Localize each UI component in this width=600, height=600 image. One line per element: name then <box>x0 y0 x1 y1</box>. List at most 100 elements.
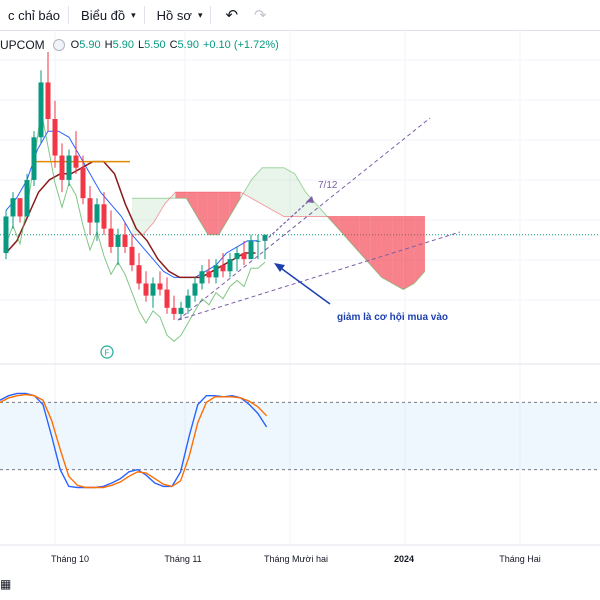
toolbar-divider <box>68 6 70 24</box>
bearish-cloud <box>403 216 415 290</box>
chart-menu-button[interactable]: Biểu đồ ▾ <box>69 0 144 30</box>
close-value: 5.90 <box>177 39 199 51</box>
candle-body <box>17 198 23 217</box>
candle-body <box>101 204 107 229</box>
callout-arrowhead-icon <box>274 263 285 272</box>
change-value: +0.10 (+1.72%) <box>202 39 279 51</box>
candle-body <box>171 307 177 314</box>
flag-marker-label: F <box>105 349 110 358</box>
candle-body <box>115 234 121 247</box>
candle-body <box>31 137 37 180</box>
candle-body <box>185 295 191 308</box>
x-tick-label: Tháng 11 <box>164 554 201 564</box>
ohlc-legend: UPCOM O 5.90 H 5.90 L 5.50 C 5.90 +0.10 (+1.… <box>0 38 279 52</box>
candle-body <box>122 234 128 247</box>
candle-body <box>157 283 163 290</box>
candle-body <box>129 246 135 266</box>
bearish-cloud <box>207 192 219 235</box>
candles <box>3 52 268 320</box>
trend-line-upper <box>177 117 431 321</box>
indicator-lines <box>5 109 266 342</box>
high-value: 5.90 <box>112 39 135 51</box>
bearish-cloud <box>175 192 187 199</box>
bearish-cloud <box>218 192 230 235</box>
annotation-date: 7/12 <box>318 180 338 191</box>
annotation-note: giảm là cơ hội mua vào <box>337 312 448 323</box>
stoch-d-line <box>0 393 268 489</box>
low-key: L <box>138 39 145 51</box>
candle-body <box>234 253 240 260</box>
toolbar-divider <box>210 6 212 24</box>
senkou-span-b-line <box>132 191 425 236</box>
undo-icon: ↶ <box>225 7 239 24</box>
candle-body <box>38 82 44 138</box>
profile-menu-button[interactable]: Hồ sơ ▾ <box>145 0 211 30</box>
bearish-cloud <box>229 192 241 217</box>
trend-line-lower <box>177 231 461 321</box>
bearish-cloud <box>186 192 198 217</box>
open-value: 5.90 <box>79 39 101 51</box>
candle-body <box>10 198 16 217</box>
callout-arrow <box>277 265 331 305</box>
candle-body <box>220 265 226 272</box>
x-tick-label: Tháng 10 <box>51 554 89 564</box>
bullish-cloud <box>142 198 154 235</box>
bullish-cloud <box>273 167 284 217</box>
bearish-cloud <box>359 216 371 266</box>
bearish-cloud <box>381 216 393 284</box>
projection-arrowhead-icon <box>306 196 314 203</box>
undo-button[interactable]: ↶ <box>211 0 246 30</box>
candle-body <box>227 259 233 272</box>
chikou-span-line <box>5 109 266 342</box>
candle-body <box>80 167 86 199</box>
candle-body <box>213 265 219 278</box>
candle-body <box>94 204 100 223</box>
bullish-cloud <box>305 192 317 217</box>
symbol-label[interactable]: UPCOM <box>0 38 45 52</box>
candle-body <box>24 179 30 217</box>
calendar-icon[interactable]: ▦ <box>0 577 12 591</box>
close-key: C <box>169 39 178 51</box>
indicators-button[interactable]: c chỉ báo <box>0 0 68 30</box>
bearish-cloud <box>338 216 349 241</box>
overbought-oversold-band <box>0 402 600 470</box>
candle-body <box>143 283 149 296</box>
candle-body <box>178 307 184 314</box>
candle-body <box>136 265 142 284</box>
profile-menu-label: Hồ sơ <box>156 7 192 23</box>
indicators-label: c chỉ báo <box>8 7 61 23</box>
stochastic-pane <box>0 392 600 489</box>
x-tick-label: Tháng Mười hai <box>264 554 328 564</box>
x-tick-label: 2024 <box>394 554 414 564</box>
candle-body <box>262 234 268 241</box>
chart-menu-label: Biểu đồ <box>81 7 126 23</box>
candle-body <box>59 155 65 180</box>
candle-body <box>108 228 114 247</box>
candle-body <box>45 82 51 119</box>
bullish-cloud <box>153 198 165 223</box>
projection-arrow <box>264 197 313 242</box>
top-toolbar: c chỉ báo Biểu đồ ▾ Hồ sơ ▾ ↶ ↷ <box>0 0 600 31</box>
candle-body <box>150 283 156 296</box>
flag-marker-icon <box>100 345 114 359</box>
bullish-cloud <box>283 167 295 217</box>
candle-body <box>66 155 72 180</box>
candle-body <box>241 253 247 260</box>
toolbar-divider <box>143 6 145 24</box>
low-value: 5.50 <box>144 39 166 51</box>
bearish-cloud <box>392 216 404 290</box>
bearish-cloud <box>370 216 382 278</box>
candle-body <box>3 216 9 253</box>
candle-body <box>199 271 205 284</box>
candle-body <box>164 289 170 308</box>
candle-body <box>192 283 198 296</box>
open-key: O <box>70 39 80 51</box>
chevron-down-icon: ▾ <box>197 9 203 20</box>
candle-body <box>87 198 93 223</box>
redo-icon: ↷ <box>254 7 267 24</box>
redo-button[interactable]: ↷ <box>246 0 275 30</box>
candle-body <box>248 240 254 260</box>
candle-body <box>73 155 79 168</box>
bullish-cloud <box>262 167 274 211</box>
